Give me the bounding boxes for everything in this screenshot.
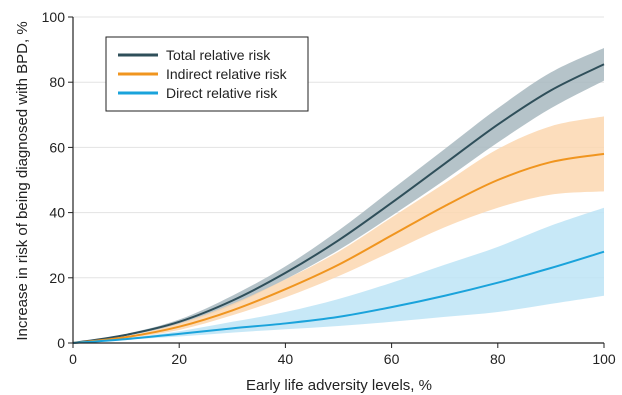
x-tick-label: 0 — [69, 351, 77, 367]
y-tick-label: 80 — [49, 74, 65, 90]
series-lines — [72, 63, 605, 344]
legend-label-2: Indirect relative risk — [166, 66, 288, 82]
x-axis-label: Early life adversity levels, % — [246, 377, 432, 394]
axes — [68, 16, 605, 348]
y-tick-labels: 0 20 40 60 80 100 — [42, 9, 66, 351]
series-line-2 — [72, 152, 605, 344]
x-tick-label: 20 — [171, 351, 187, 367]
confidence-band-2 — [73, 116, 604, 344]
y-tick-label: 20 — [49, 270, 65, 286]
x-tick-label: 40 — [278, 351, 294, 367]
x-tick-label: 100 — [592, 351, 616, 367]
series-line-3 — [72, 250, 605, 344]
y-tick-label: 100 — [42, 9, 66, 25]
confidence-bands — [73, 47, 604, 344]
legend: Total relative risk Indirect relative ris… — [105, 36, 309, 112]
legend-label-3: Direct relative risk — [166, 85, 278, 101]
x-tick-label: 80 — [490, 351, 506, 367]
y-tick-label: 0 — [57, 335, 65, 351]
y-tick-label: 40 — [49, 205, 65, 221]
legend-label-1: Total relative risk — [166, 47, 271, 63]
x-tick-labels: 0 20 40 60 80 100 — [69, 351, 616, 367]
series-line-1 — [72, 63, 605, 344]
confidence-band-3 — [73, 207, 604, 343]
x-tick-label: 60 — [384, 351, 400, 367]
confidence-band-1 — [73, 47, 604, 343]
y-tick-label: 60 — [49, 139, 65, 155]
y-axis-label: Increase in risk of being diagnosed with… — [14, 21, 31, 340]
